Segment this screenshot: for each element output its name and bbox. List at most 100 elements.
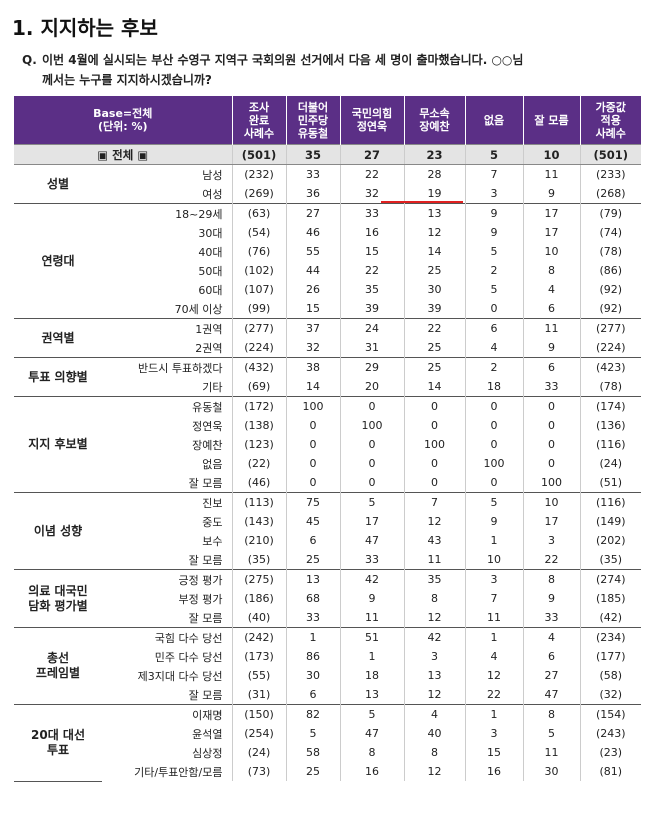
table-cell: (74) — [579, 223, 641, 242]
table-cell: 32 — [285, 338, 340, 358]
column-header-line: 적용 — [600, 113, 621, 127]
table-cell: 11 — [522, 318, 580, 338]
table-cell: (243) — [579, 724, 641, 743]
table-cell: 11 — [522, 164, 580, 184]
table-cell: 37 — [285, 318, 340, 338]
table-cell: 26 — [285, 280, 340, 299]
group-label: 의료 대국민 담화 평가별 — [14, 569, 102, 628]
table-cell: 17 — [522, 223, 580, 242]
table-cell: 6 — [285, 531, 340, 550]
table-cell: 0 — [403, 473, 465, 493]
row-label: 남성 — [102, 164, 232, 184]
group-label-line: 투표 — [46, 742, 70, 757]
table-cell: 45 — [285, 512, 340, 531]
table-cell: 30 — [285, 666, 340, 685]
table-cell: 22 — [403, 318, 465, 338]
table-cell: (92) — [579, 299, 641, 319]
table-cell: 27 — [522, 666, 580, 685]
table-cell: 13 — [403, 666, 465, 685]
table-cell: (35) — [231, 550, 286, 570]
table-cell: 3 — [464, 569, 523, 589]
table-cell: 3 — [464, 184, 523, 204]
table-row: 권역별 1권역 (277) 37 24 22 6 11 (277) — [14, 318, 641, 358]
column-header-line: 정연욱 — [356, 120, 388, 133]
table-cell: 16 — [339, 223, 404, 242]
group-section: 지지 후보별 유동철 (172) 100 0 0 0 0 (174) 정연욱 (138) 0 100 0 0… — [14, 396, 641, 493]
table-row: 30대 (54) 46 16 12 9 17 (74) — [14, 223, 641, 242]
row-label: 장예찬 — [192, 438, 223, 452]
table-cell: 28 — [403, 164, 465, 184]
table-cell: (136) — [579, 416, 641, 435]
table-cell: 12 — [403, 512, 465, 531]
table-cell: (78) — [579, 242, 641, 261]
table-cell: 0 — [464, 396, 523, 416]
table-cell: (177) — [579, 647, 641, 666]
table-cell: 0 — [522, 454, 580, 473]
group-section: 의료 대국민 담화 평가별 긍정 평가 (275) 13 42 35 3 8 (274) 부정 평가… — [14, 569, 641, 628]
row-label: 여성 — [202, 187, 223, 201]
table-cell: 27 — [285, 203, 340, 223]
table-cell: (185) — [579, 589, 641, 608]
table-cell: (46) — [231, 473, 286, 493]
table-cell: 8 — [403, 743, 465, 762]
row-label: 1권역 — [102, 318, 232, 338]
table-cell: 9 — [522, 338, 580, 358]
table-cell: (432) — [231, 357, 286, 377]
table-cell: 11 — [339, 608, 404, 628]
table-cell: 29 — [339, 357, 404, 377]
row-label: 18~29세 — [102, 203, 232, 223]
group-label: 투표 의향별 — [14, 357, 102, 397]
table-cell: 36 — [285, 184, 340, 204]
table-cell: 31 — [339, 338, 404, 358]
table-row: 제3지대 다수 당선 (55) 30 18 13 12 27 (58) — [14, 666, 641, 685]
group-label: 성별 — [14, 164, 102, 204]
table-cell: (22) — [231, 454, 286, 473]
table-cell: (92) — [579, 280, 641, 299]
table-cell: 25 — [403, 357, 465, 377]
table-cell: (78) — [579, 377, 641, 397]
table-cell: (24) — [579, 454, 641, 473]
row-label: 40대 — [198, 245, 223, 259]
table-cell: (23) — [579, 743, 641, 762]
table-cell: 100 — [403, 435, 465, 454]
table-cell: 1 — [285, 627, 340, 647]
table-cell: 10 — [464, 550, 523, 570]
column-header-line: 가중값 — [595, 100, 626, 114]
table-cell: 13 — [339, 685, 404, 705]
table-row: 잘 모름 (40) 33 11 12 11 33 (42) — [14, 608, 641, 628]
table-cell: (69) — [231, 377, 286, 397]
table-row: 연령대 18~29세 (63) 27 33 13 9 17 (79) — [14, 203, 641, 319]
table-row: 잘 모름 (35) 25 33 11 10 22 (35) — [14, 550, 641, 570]
table-row: 심상정 (24) 58 8 8 15 11 (23) — [14, 743, 641, 762]
table-cell: 17 — [522, 203, 580, 223]
table-cell: 5 — [464, 280, 523, 299]
table-cell: 4 — [464, 647, 523, 666]
table-cell: (202) — [579, 531, 641, 550]
table-cell: 30 — [522, 762, 580, 781]
row-label: 잘 모름 — [188, 476, 223, 490]
table-cell: (274) — [579, 569, 641, 589]
table-cell: 4 — [403, 704, 465, 724]
table-cell: 33 — [339, 203, 404, 223]
total-cell: 23 — [403, 144, 465, 165]
header-base: Base=전체 (단위: %) — [14, 96, 232, 145]
table-cell: 8 — [522, 569, 580, 589]
table-cell: 9 — [522, 184, 580, 204]
row-label: 60대 — [198, 283, 223, 297]
group-section: 연령대 18~29세 (63) 27 33 13 9 17 (79) 30대 (54) 46 16 12 9… — [14, 203, 641, 319]
table-cell: 2 — [464, 261, 523, 280]
column-header-line: 무소속 — [419, 107, 450, 120]
table-cell: 35 — [403, 569, 465, 589]
table-cell: 8 — [339, 743, 404, 762]
column-header-line: 완료 — [248, 113, 270, 127]
total-cell: (501) — [579, 144, 641, 165]
table-cell: 5 — [464, 492, 523, 512]
table-cell: (149) — [579, 512, 641, 531]
table-cell: (154) — [579, 704, 641, 724]
column-header-line: 조사 — [248, 100, 270, 114]
table-cell: 4 — [464, 338, 523, 358]
table-cell: (79) — [579, 203, 641, 223]
table-cell: 6 — [464, 318, 523, 338]
question-line-2: 께서는 누구를 지지하시겠습니까? — [42, 73, 212, 87]
group-label-line: 성별 — [46, 176, 70, 191]
